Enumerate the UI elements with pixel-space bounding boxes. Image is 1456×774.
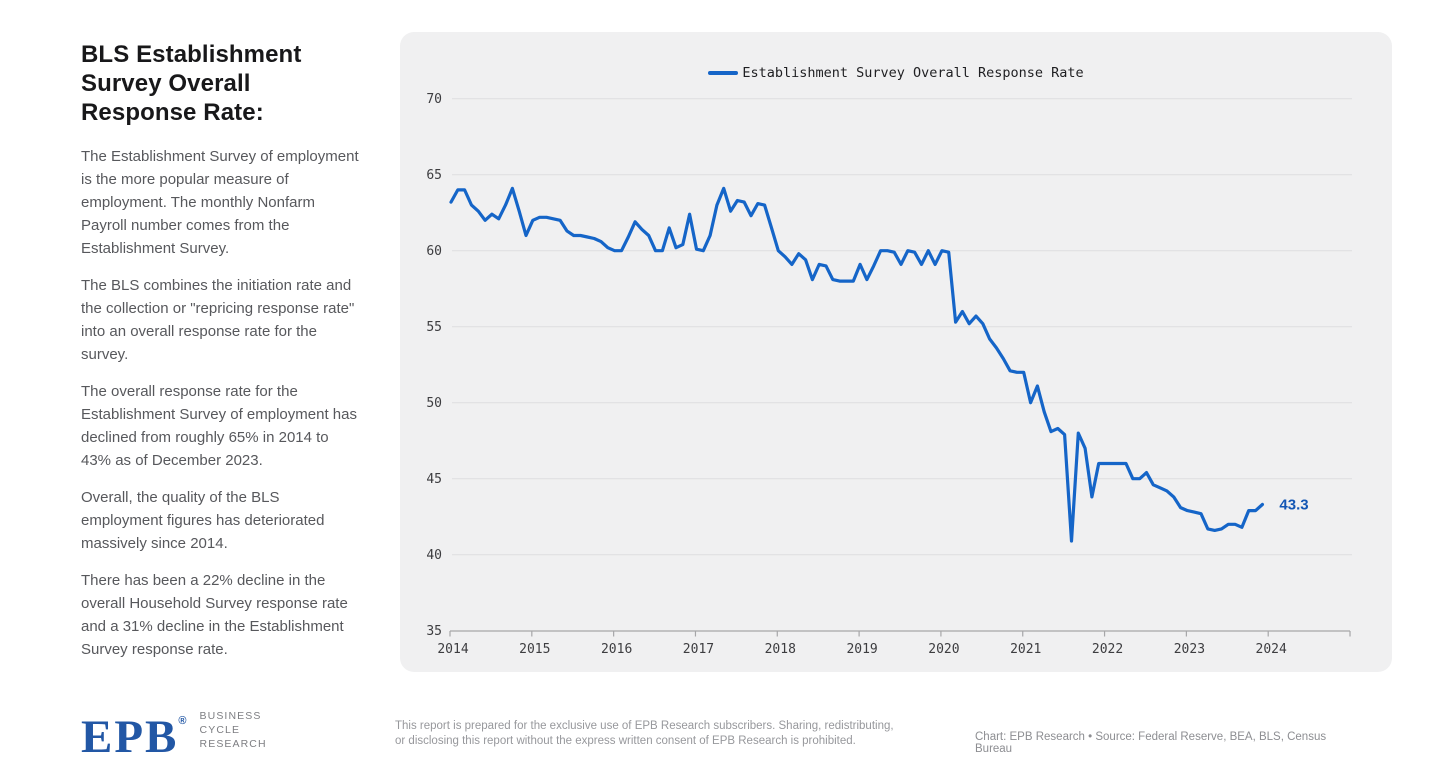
x-tick-label: 2019 bbox=[846, 642, 877, 657]
x-tick-label: 2015 bbox=[519, 642, 550, 657]
y-tick-label: 70 bbox=[426, 92, 442, 107]
x-tick-label: 2018 bbox=[765, 642, 796, 657]
epb-logo: EPB® BUSINESS CYCLE RESEARCH bbox=[81, 698, 267, 761]
epb-logo-text: EPB® bbox=[81, 711, 189, 763]
response-rate-series-line bbox=[449, 186, 1265, 543]
x-tick-label: 2021 bbox=[1010, 642, 1041, 657]
x-tick-label: 2014 bbox=[437, 642, 468, 657]
y-tick-label: 65 bbox=[426, 168, 442, 183]
x-tick-label: 2020 bbox=[928, 642, 959, 657]
response-rate-line-chart: 35 40 45 50 55 60 65 70 2014 2015 2016 2017 2018 2019… bbox=[426, 92, 1352, 657]
y-tick-label: 50 bbox=[426, 396, 442, 411]
chart-panel: Establishment Survey Overall Response Ra… bbox=[400, 32, 1392, 672]
logo-tagline: BUSINESS CYCLE RESEARCH bbox=[200, 709, 267, 751]
y-tick-label: 45 bbox=[426, 472, 442, 487]
legend-label: Establishment Survey Overall Response Ra… bbox=[742, 65, 1084, 81]
page-title: BLS Establishment Survey Overall Respons… bbox=[81, 41, 302, 126]
sidebar-paragraph: The BLS combines the initiation rate and… bbox=[81, 277, 355, 363]
tagline-line: CYCLE bbox=[199, 723, 241, 736]
disclaimer-text: This report is prepared for the exclusiv… bbox=[395, 720, 894, 747]
x-tick-label: 2023 bbox=[1174, 642, 1205, 657]
tagline-line: RESEARCH bbox=[199, 737, 267, 750]
y-tick-label: 40 bbox=[426, 548, 442, 563]
x-tick-label: 2022 bbox=[1092, 642, 1123, 657]
y-tick-label: 60 bbox=[426, 244, 442, 259]
sidebar-paragraph: Overall, the quality of the BLS employme… bbox=[81, 489, 325, 552]
sidebar-paragraph: The overall response rate for the Establ… bbox=[81, 383, 357, 469]
chart-source-credit: Chart: EPB Research • Source: Federal Re… bbox=[975, 731, 1327, 755]
sidebar: BLS Establishment Survey Overall Respons… bbox=[81, 40, 381, 661]
chart-legend: Establishment Survey Overall Response Ra… bbox=[400, 65, 1392, 81]
y-tick-label: 55 bbox=[426, 320, 442, 335]
sidebar-paragraph: The Establishment Survey of employment i… bbox=[81, 148, 359, 257]
sidebar-paragraph: There has been a 22% decline in the over… bbox=[81, 572, 348, 658]
last-value-label: 43.3 bbox=[1279, 497, 1308, 514]
y-tick-label: 35 bbox=[426, 624, 442, 639]
tagline-line: BUSINESS bbox=[199, 709, 262, 722]
x-tick-label: 2016 bbox=[601, 642, 632, 657]
x-tick-label: 2024 bbox=[1256, 642, 1287, 657]
x-tick-label: 2017 bbox=[683, 642, 714, 657]
registered-mark-icon: ® bbox=[178, 715, 189, 727]
legend-line-swatch bbox=[708, 71, 739, 75]
